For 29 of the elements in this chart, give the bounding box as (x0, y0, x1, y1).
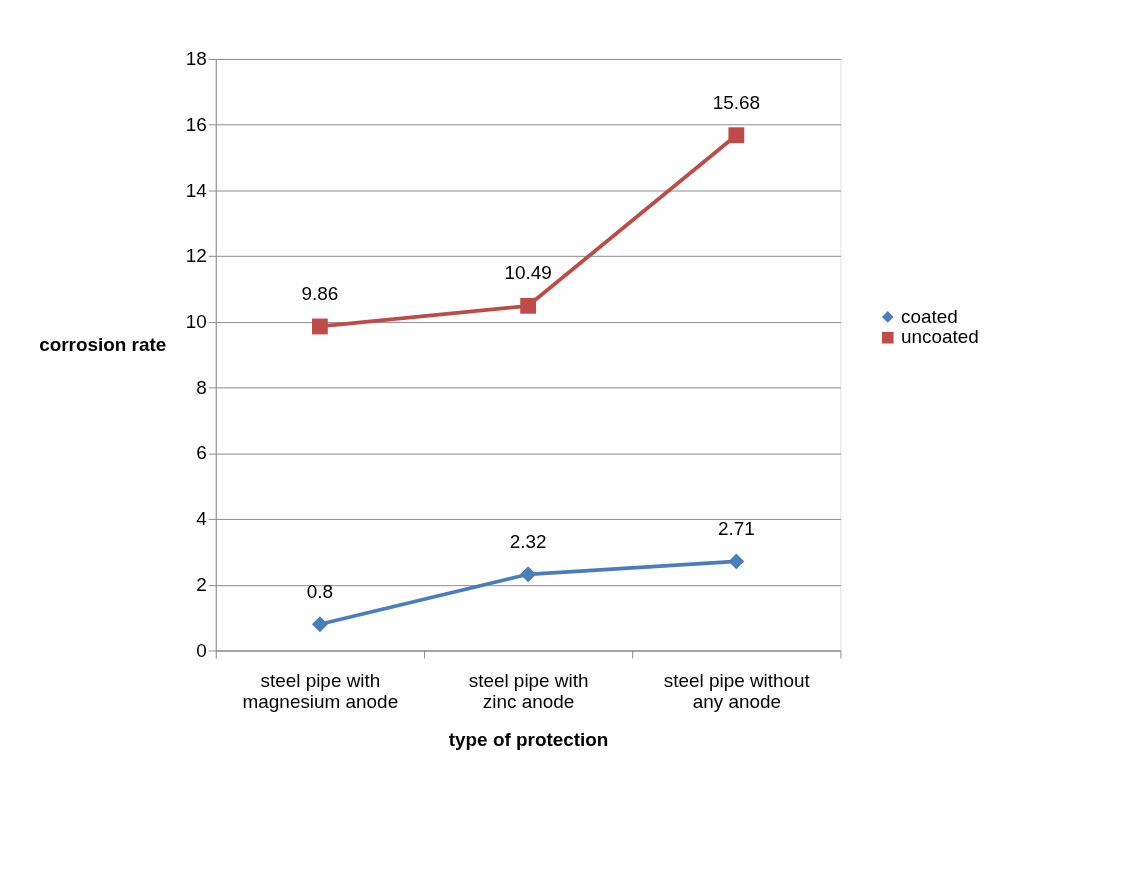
point (728, 553, 745, 570)
x-tick-label: steel pipe without any anode (663, 669, 811, 712)
point (520, 297, 537, 314)
point (728, 127, 745, 144)
y-tick-label: 12 (185, 245, 207, 267)
x-axis-title: type of protection (448, 728, 609, 750)
data-label: 10.49 (504, 262, 552, 284)
y-tick-label: 4 (196, 508, 207, 530)
y-tick-label: 10 (185, 311, 207, 333)
data-label: 9.86 (301, 282, 339, 304)
y-tick-label: 18 (185, 48, 207, 70)
point (520, 566, 537, 583)
y-tick-label: 8 (196, 376, 207, 398)
y-tick-label: 0 (196, 639, 207, 661)
data-label: 2.32 (509, 530, 547, 552)
data-label: 2.71 (717, 517, 755, 539)
legend-label: uncoated (901, 326, 979, 348)
x-tick-label: steel pipe with zinc anode (468, 669, 589, 712)
x-tick-label: steel pipe with magnesium anode (242, 669, 399, 712)
point (311, 616, 328, 633)
data-label: 15.68 (712, 91, 760, 113)
point (311, 318, 328, 335)
y-tick-label: 16 (185, 113, 207, 135)
y-axis-title: corrosion rate (39, 333, 167, 355)
legend-label: coated (901, 305, 958, 327)
data-label: 0.8 (306, 580, 334, 602)
y-tick-label: 6 (196, 442, 207, 464)
y-tick-label: 14 (185, 179, 207, 201)
y-tick-label: 2 (196, 573, 207, 595)
